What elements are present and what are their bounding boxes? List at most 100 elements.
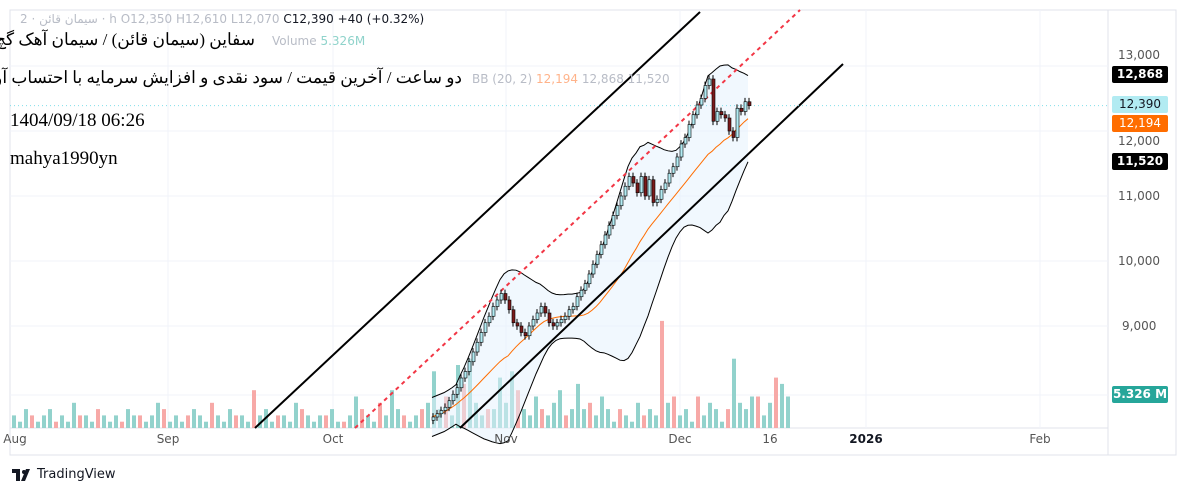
volume-bar: [726, 409, 730, 428]
channel-lower-line: [459, 63, 844, 429]
volume-bar: [138, 415, 142, 428]
candle-body: [455, 387, 460, 395]
candle-body: [667, 172, 672, 184]
candle-body: [699, 98, 704, 106]
candle-body: [591, 263, 596, 275]
candle-body: [707, 78, 712, 86]
bb-basis-value: 12,194: [536, 72, 579, 86]
volume-bar: [558, 390, 562, 428]
volume-bar: [228, 409, 232, 428]
volume-label: Volume: [272, 34, 317, 48]
candle-body: [519, 325, 524, 333]
candle-body: [687, 124, 692, 138]
volume-bar: [570, 409, 574, 428]
candle-body: [619, 195, 624, 207]
volume-bar: [42, 415, 46, 428]
volume-bar: [234, 415, 238, 428]
candle-body: [627, 176, 632, 187]
candle-body: [615, 205, 620, 216]
volume-bar: [294, 402, 298, 428]
volume-bar: [678, 415, 682, 428]
volume-bar: [306, 415, 310, 428]
candle-body: [531, 319, 536, 327]
volume-bar: [426, 402, 430, 428]
volume-bar: [378, 402, 382, 428]
volume-bar: [660, 320, 664, 428]
volume-bar: [666, 402, 670, 428]
price-tick: 9,000: [1122, 319, 1157, 333]
candle-body: [491, 306, 496, 317]
volume-bar: [246, 421, 250, 428]
volume-bar: [90, 421, 94, 428]
candle-body: [683, 137, 688, 145]
candle-body: [691, 114, 696, 125]
volume-bar: [102, 415, 106, 428]
candle-body: [439, 410, 444, 415]
legend-low: L12,070: [230, 12, 280, 26]
candle-body: [511, 309, 516, 324]
time-tick: Sep: [156, 432, 180, 446]
time-tick: 2026: [849, 432, 883, 446]
volume-bar: [324, 415, 328, 428]
volume-bar: [54, 421, 58, 428]
candle-body: [671, 166, 676, 174]
volume-bar: [18, 421, 22, 428]
candle-body: [431, 416, 436, 421]
candle-body: [675, 156, 680, 168]
candle-body: [655, 198, 660, 203]
price-tick: 13,000: [1118, 48, 1160, 62]
volume-bar: [12, 415, 16, 428]
volume-bar: [96, 409, 100, 428]
chart-legend: 2 · سیمان قائن · h O12,350 H12,610 L12,0…: [20, 12, 424, 26]
volume-bar: [186, 415, 190, 428]
volume-bar: [36, 421, 40, 428]
candle-body: [579, 289, 584, 298]
candle-body: [447, 400, 452, 408]
candle-body: [715, 111, 720, 122]
volume-bar: [744, 409, 748, 428]
candle-body: [599, 244, 604, 255]
volume-bar: [312, 421, 316, 428]
volume-bar: [690, 421, 694, 428]
volume-bar: [702, 415, 706, 428]
bb-basis-line: [431, 118, 749, 418]
volume-bar: [168, 421, 172, 428]
candle-body: [639, 176, 644, 194]
candle-body: [503, 293, 508, 301]
candle-body: [739, 107, 744, 112]
candle-body: [695, 104, 700, 116]
volume-bar: [156, 402, 160, 428]
candle-body: [643, 176, 648, 197]
volume-bar: [144, 421, 148, 428]
bb-upper-value: 12,868: [581, 72, 624, 86]
candle-body: [575, 296, 580, 307]
candle-body: [735, 107, 740, 138]
volume-bar: [162, 409, 166, 428]
legend-symbol: 2 · سیمان قائن · h: [20, 12, 117, 26]
candle-body: [603, 234, 608, 246]
candle-body: [623, 185, 628, 197]
tradingview-icon: [12, 468, 30, 481]
legend-high: H12,610: [176, 12, 228, 26]
volume-tag: 5.326 M: [1112, 386, 1168, 403]
volume-bar: [600, 396, 604, 428]
volume-bar: [720, 421, 724, 428]
candle-body: [543, 306, 548, 314]
volume-bar: [240, 415, 244, 428]
volume-bar: [396, 409, 400, 428]
candle-body: [631, 176, 636, 184]
bb-fill: [432, 64, 748, 444]
volume-bar: [738, 402, 742, 428]
volume-bar: [540, 409, 544, 428]
volume-bar: [216, 415, 220, 428]
volume-bar: [126, 409, 130, 428]
tradingview-logo[interactable]: TradingView: [12, 467, 116, 482]
candle-body: [711, 78, 716, 122]
volume-bar: [336, 421, 340, 428]
volume-bar: [204, 421, 208, 428]
volume-bar: [762, 415, 766, 428]
candle-body: [635, 182, 640, 194]
candle-body: [483, 322, 488, 333]
volume-bar: [654, 415, 658, 428]
